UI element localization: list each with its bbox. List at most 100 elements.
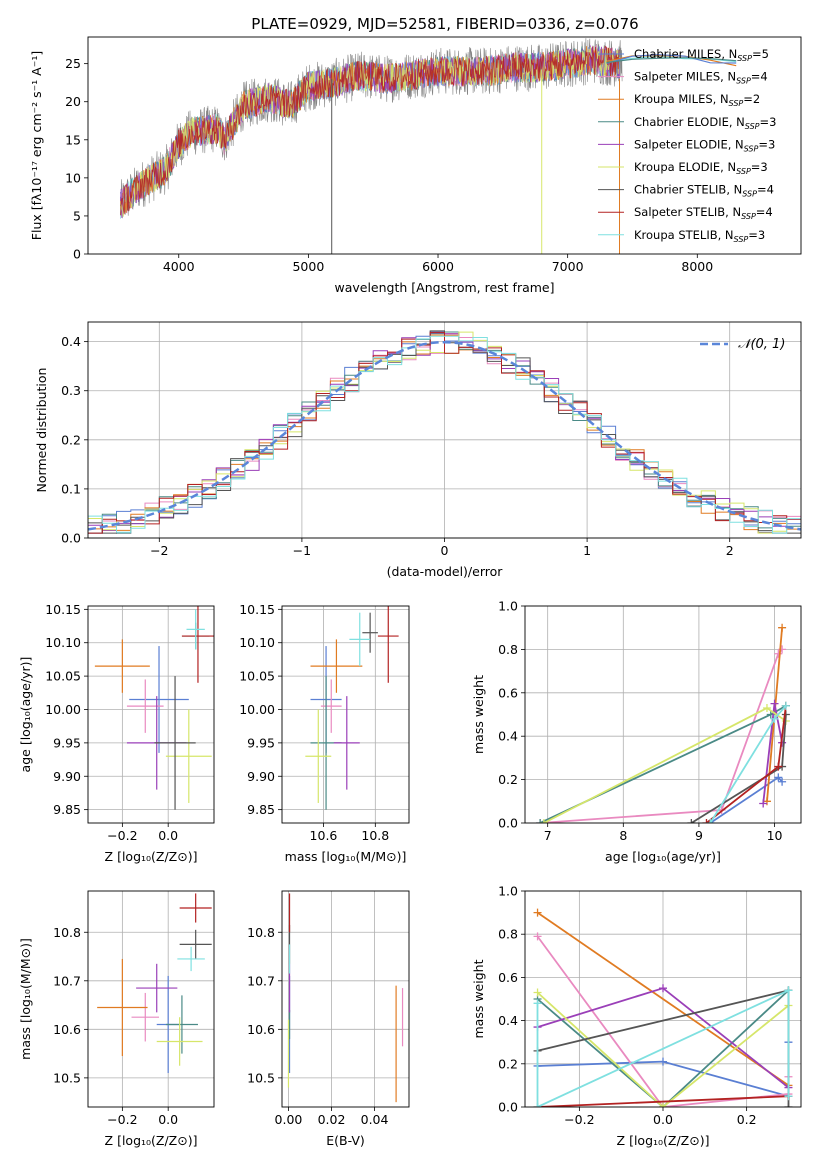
y-tick-label: 0.6: [498, 685, 518, 700]
y-tick-label: 10.10: [239, 635, 275, 650]
y-tick-label: 0: [73, 247, 81, 262]
weight-marker: [770, 699, 779, 708]
data-point-1: [126, 679, 164, 733]
y-axis-label: mass [log₁₀(M/M⊙)]: [18, 938, 33, 1060]
x-tick-label: 2: [726, 543, 734, 558]
axes-frame: [281, 890, 410, 1108]
x-tick-label: 9: [695, 828, 703, 843]
x-tick-label: −2: [150, 543, 168, 558]
x-tick-label: −0.2: [107, 1112, 137, 1127]
x-axis-label: mass [log₁₀(M/M⊙)]: [285, 849, 407, 864]
weight-marker: [687, 819, 696, 823]
y-axis-label: Normed distribution: [34, 368, 49, 493]
y-tick-label: 10.15: [239, 602, 275, 617]
data-point-2: [310, 639, 363, 693]
legend-label: 𝒩(0, 1): [738, 337, 785, 352]
panel-spectrum: 4000 5000 6000 7000 8000 0 5 10 15 20 25 wavelength…: [29, 36, 802, 295]
x-tick-label: 10.6: [310, 828, 338, 843]
legend-label: Salpeter ELODIE, NSSP=3: [634, 137, 775, 153]
weight-marker: [781, 701, 790, 710]
weight-marker: [778, 623, 787, 632]
y-tick-label: 10.15: [45, 602, 81, 617]
weight-marker: [659, 1103, 667, 1107]
weight-marker: [702, 819, 711, 823]
legend-label: Chabrier STELIB, NSSP=4: [634, 183, 774, 199]
spectrum-legend: Chabrier MILES, NSSP=5 Salpeter MILES, NS…: [598, 47, 776, 244]
weight-line-8: [536, 988, 790, 1107]
weight-marker: [539, 819, 548, 823]
x-tick-label: 0.0: [158, 1112, 178, 1127]
weight-marker: [762, 703, 771, 712]
y-tick-label: 9.95: [247, 735, 275, 750]
plot-area-age-vs-mass: [305, 606, 399, 810]
data-point-5: [305, 709, 332, 803]
y-tick-label: 10.5: [247, 1070, 275, 1085]
y-tick-label: 10.10: [45, 635, 81, 650]
plot-area-spectrum: [120, 38, 737, 254]
weight-marker: [659, 984, 667, 993]
weight-marker: [533, 999, 542, 1008]
weight-marker: [533, 1103, 542, 1107]
y-tick-label: 10.05: [239, 669, 275, 684]
data-point-8: [349, 612, 371, 667]
x-tick-label: 8: [619, 828, 627, 843]
y-tick-label: 0.2: [498, 772, 518, 787]
x-axis-label: (data-model)/error: [387, 564, 504, 579]
y-tick-label: 25: [65, 56, 81, 71]
y-tick-label: 0.4: [61, 334, 81, 349]
data-point-4: [333, 696, 360, 790]
x-tick-label: −0.2: [107, 828, 137, 843]
y-tick-label: 0.0: [498, 1100, 518, 1115]
y-axis-label: Flux [fλ10⁻¹⁷ erg cm⁻² s⁻¹ A⁻¹]: [29, 51, 44, 240]
y-tick-label: 0.6: [498, 970, 518, 985]
x-tick-label: 0.00: [275, 1112, 303, 1127]
legend-label: Kroupa STELIB, NSSP=3: [634, 228, 765, 244]
data-point-1: [131, 992, 160, 1042]
panel-weight-vs-age: 7 8 9 10 0.0 0.2 0.4 0.6 0.8 1.0 age [log₁₀(age/yr…: [471, 599, 802, 864]
x-tick-label: 0.2: [737, 1112, 757, 1127]
weight-marker: [784, 1092, 793, 1101]
y-tick-label: 5: [73, 208, 81, 223]
data-point-6: [362, 612, 378, 653]
x-tick-label: 0.02: [318, 1112, 346, 1127]
y-tick-label: 1.0: [498, 599, 518, 614]
data-point-4: [136, 963, 178, 1013]
x-axis-label: Z [log₁₀(Z/Z⊙)]: [105, 849, 198, 864]
x-tick-label: 10: [767, 828, 783, 843]
y-tick-label: 10: [65, 170, 81, 185]
legend-label: Kroupa MILES, NSSP=2: [634, 92, 760, 108]
panel-mass-vs-EBV: 0.00 0.02 0.04 10.5 10.6 10.7 10.8 E(B-V): [247, 890, 410, 1148]
y-tick-label: 9.95: [53, 735, 81, 750]
weight-marker: [770, 714, 779, 723]
panel-mass-vs-Z: −0.2 0.0 10.5 10.6 10.7 10.8 Z [log₁₀(Z/Z⊙)] ma…: [18, 890, 215, 1148]
weight-line-3: [536, 989, 790, 1107]
weight-marker: [778, 777, 787, 786]
y-tick-label: 9.85: [53, 802, 81, 817]
data-point-8: [177, 946, 205, 972]
x-tick-label: 7000: [552, 259, 584, 274]
axes-frame: [87, 36, 802, 255]
x-axis-label: age [log₁₀(age/yr)]: [605, 849, 721, 864]
data-point-7: [179, 893, 212, 923]
weight-line-5: [536, 991, 790, 1107]
data-point-7: [181, 606, 214, 683]
figure-title: PLATE=0929, MJD=52581, FIBERID=0336, z=0…: [251, 15, 638, 33]
weight-marker: [533, 932, 542, 941]
weight-marker: [774, 762, 783, 771]
weight-marker: [784, 1103, 793, 1107]
x-tick-label: −0.2: [564, 1112, 594, 1127]
y-tick-label: 0.0: [498, 816, 518, 831]
x-tick-label: 10.8: [361, 828, 389, 843]
data-point-2: [97, 958, 148, 1057]
y-axis-label: mass weight: [471, 675, 486, 754]
weight-marker: [706, 819, 715, 823]
data-point-8: [186, 609, 205, 650]
weight-marker: [774, 773, 783, 782]
x-tick-label: 0.0: [158, 828, 178, 843]
x-tick-label: 4000: [163, 259, 195, 274]
y-tick-label: 0.8: [498, 927, 518, 942]
legend-label: Kroupa ELODIE, NSSP=3: [634, 160, 768, 176]
axes-frame: [87, 605, 215, 824]
y-tick-label: 10.8: [53, 925, 81, 940]
y-tick-label: 10.5: [53, 1070, 81, 1085]
